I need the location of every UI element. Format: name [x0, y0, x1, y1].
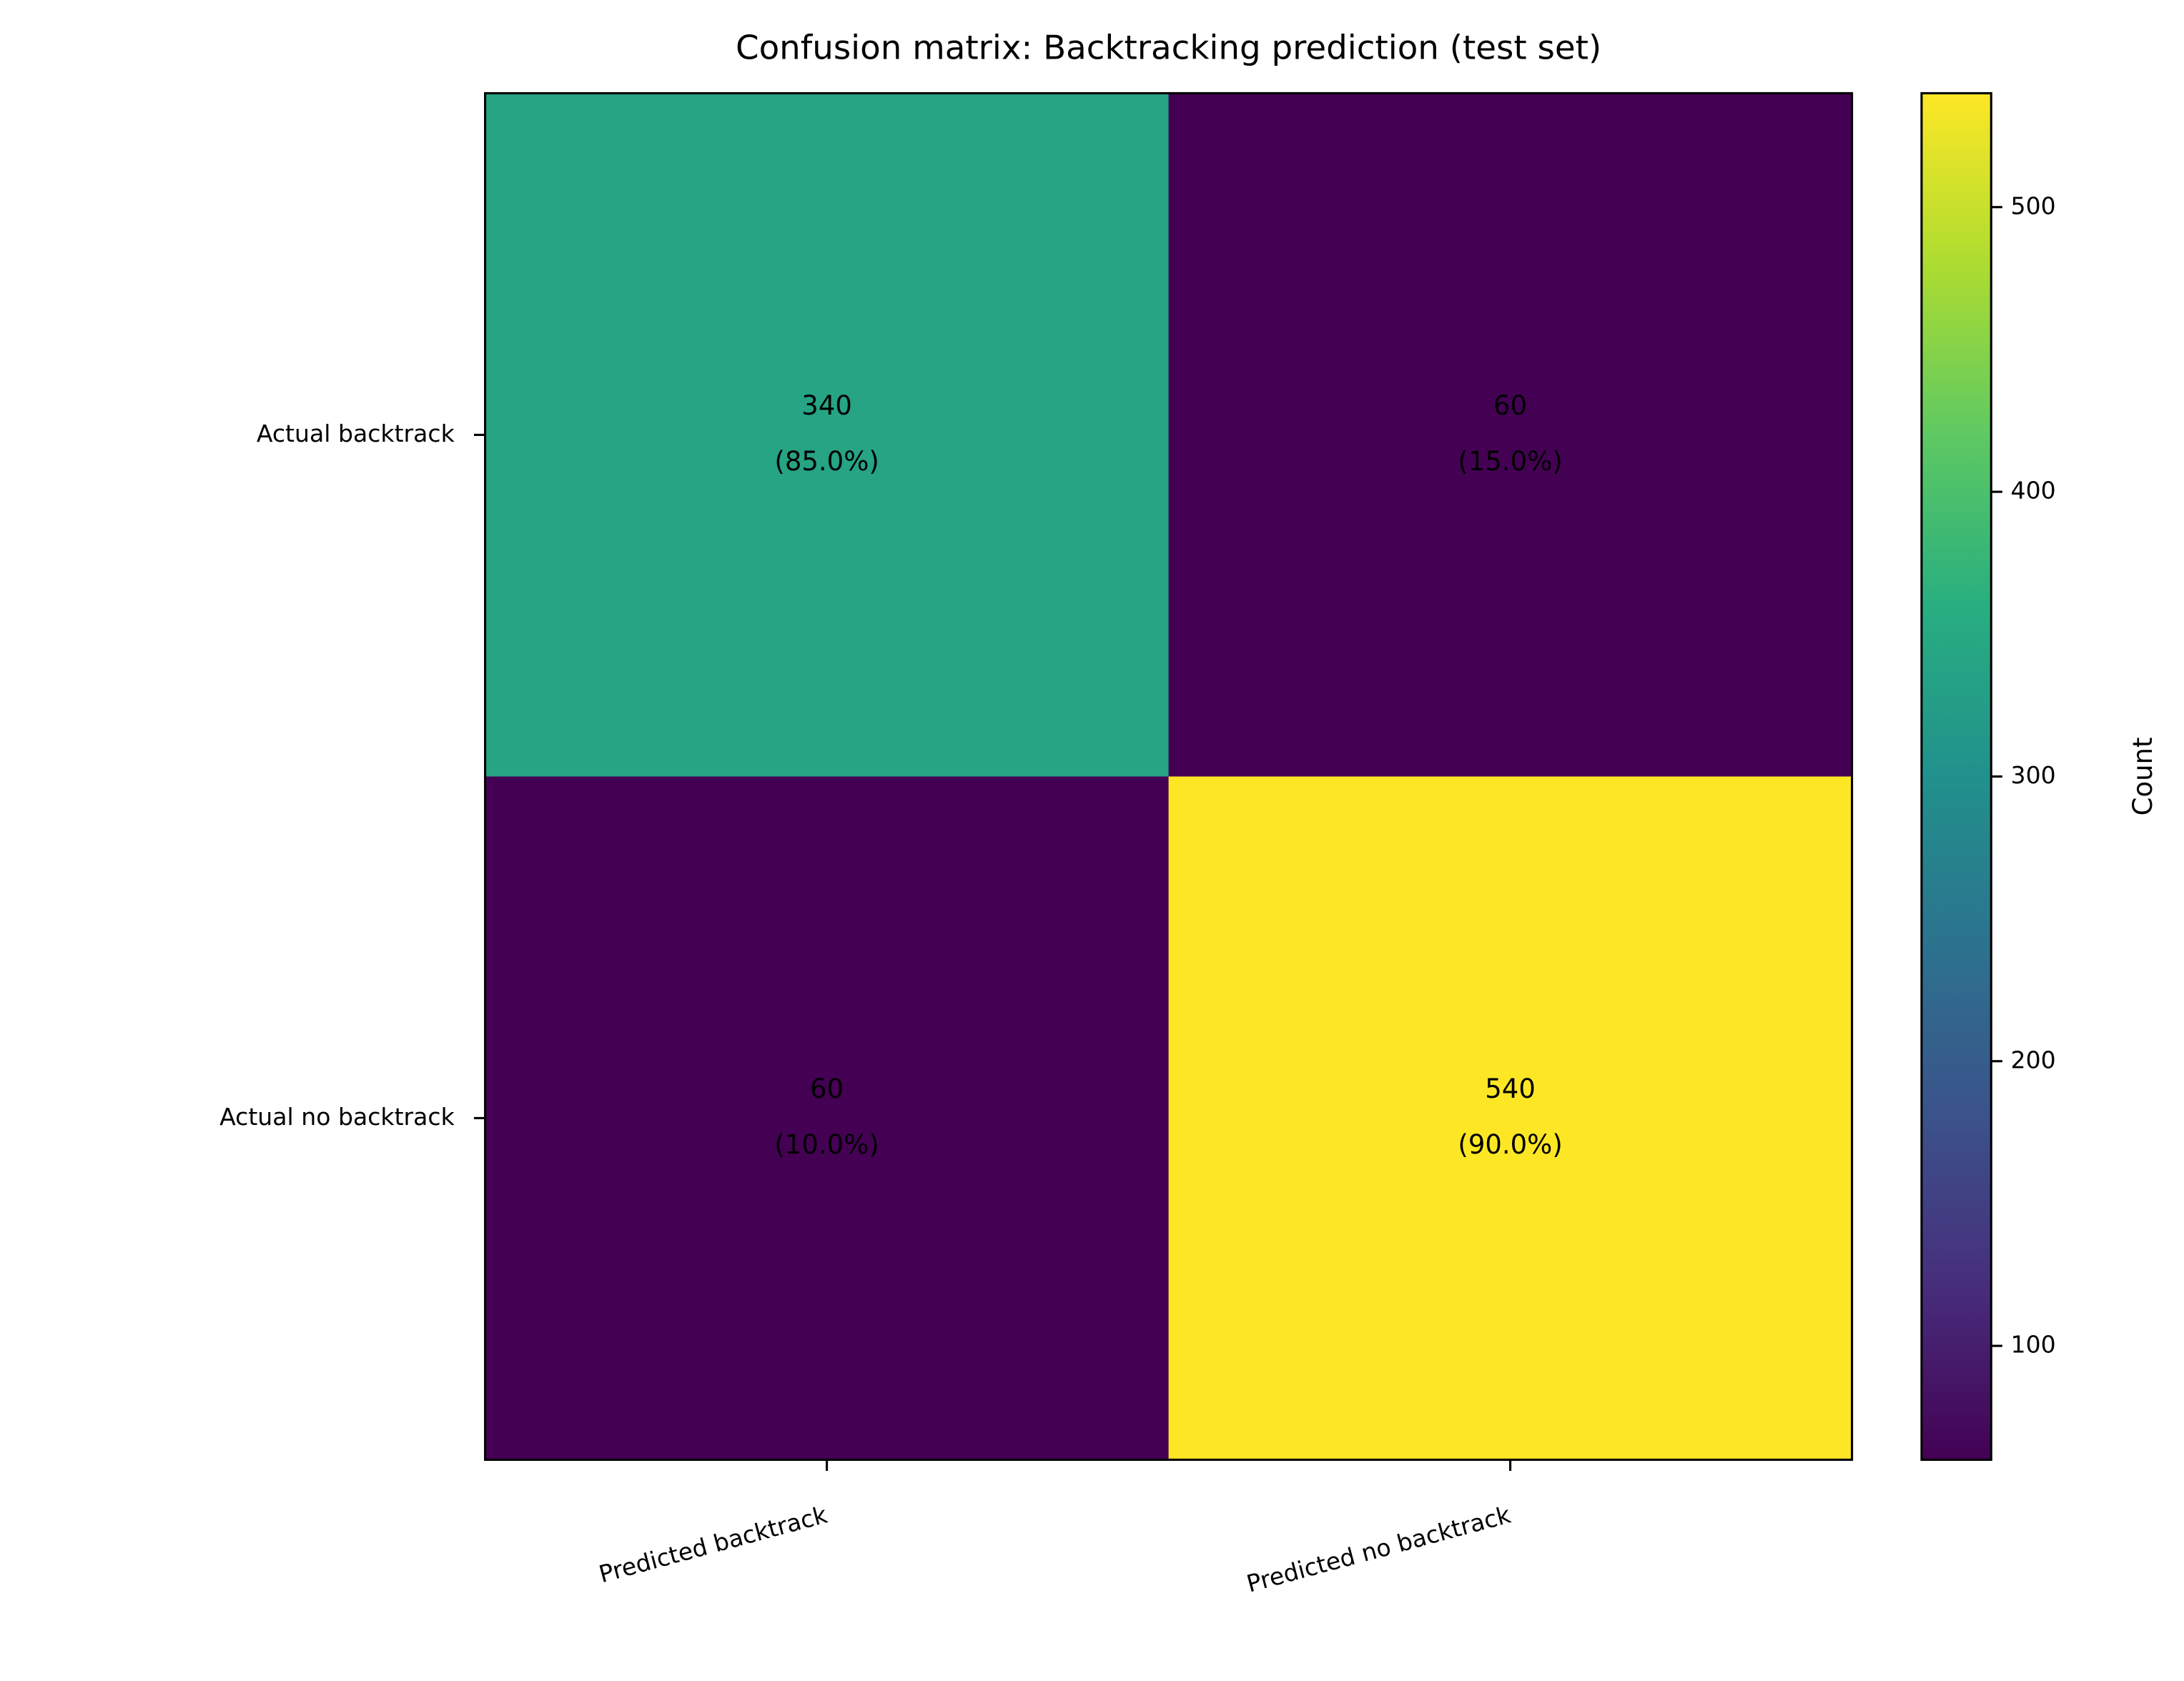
- heatmap-cell: [1168, 93, 1853, 778]
- colorbar-tick-label: 300: [2011, 761, 2056, 789]
- cell-count-label: 340: [801, 390, 852, 421]
- cell-percent-label: (10.0%): [774, 1129, 879, 1160]
- x-tick-label: Predicted no backtrack: [1244, 1500, 1514, 1597]
- heatmap-cell: [1168, 776, 1853, 1461]
- axes-frame: [484, 91, 1854, 1461]
- colorbar-label: Count: [2128, 738, 2158, 816]
- heatmap-cell: [485, 93, 1170, 778]
- colorbar-tick-label: 100: [2011, 1331, 2056, 1359]
- cell-percent-label: (90.0%): [1458, 1129, 1562, 1160]
- cell-percent-label: (85.0%): [774, 446, 879, 477]
- y-tick-label: Actual backtrack: [257, 420, 455, 447]
- colorbar-tick-label: 500: [2011, 192, 2056, 219]
- cell-percent-label: (15.0%): [1458, 446, 1562, 477]
- colorbar-tick-label: 400: [2011, 477, 2056, 505]
- colorbar: [1920, 91, 1992, 1461]
- x-tick-label: Predicted backtrack: [596, 1500, 831, 1588]
- heatmap-cell: [485, 776, 1170, 1461]
- cell-count-label: 60: [1493, 390, 1527, 421]
- chart-title: Confusion matrix: Backtracking predictio…: [736, 29, 1601, 68]
- y-tick-label: Actual no backtrack: [219, 1103, 455, 1131]
- cell-count-label: 60: [810, 1073, 844, 1104]
- cell-count-label: 540: [1485, 1073, 1536, 1104]
- colorbar-tick-label: 200: [2011, 1046, 2056, 1073]
